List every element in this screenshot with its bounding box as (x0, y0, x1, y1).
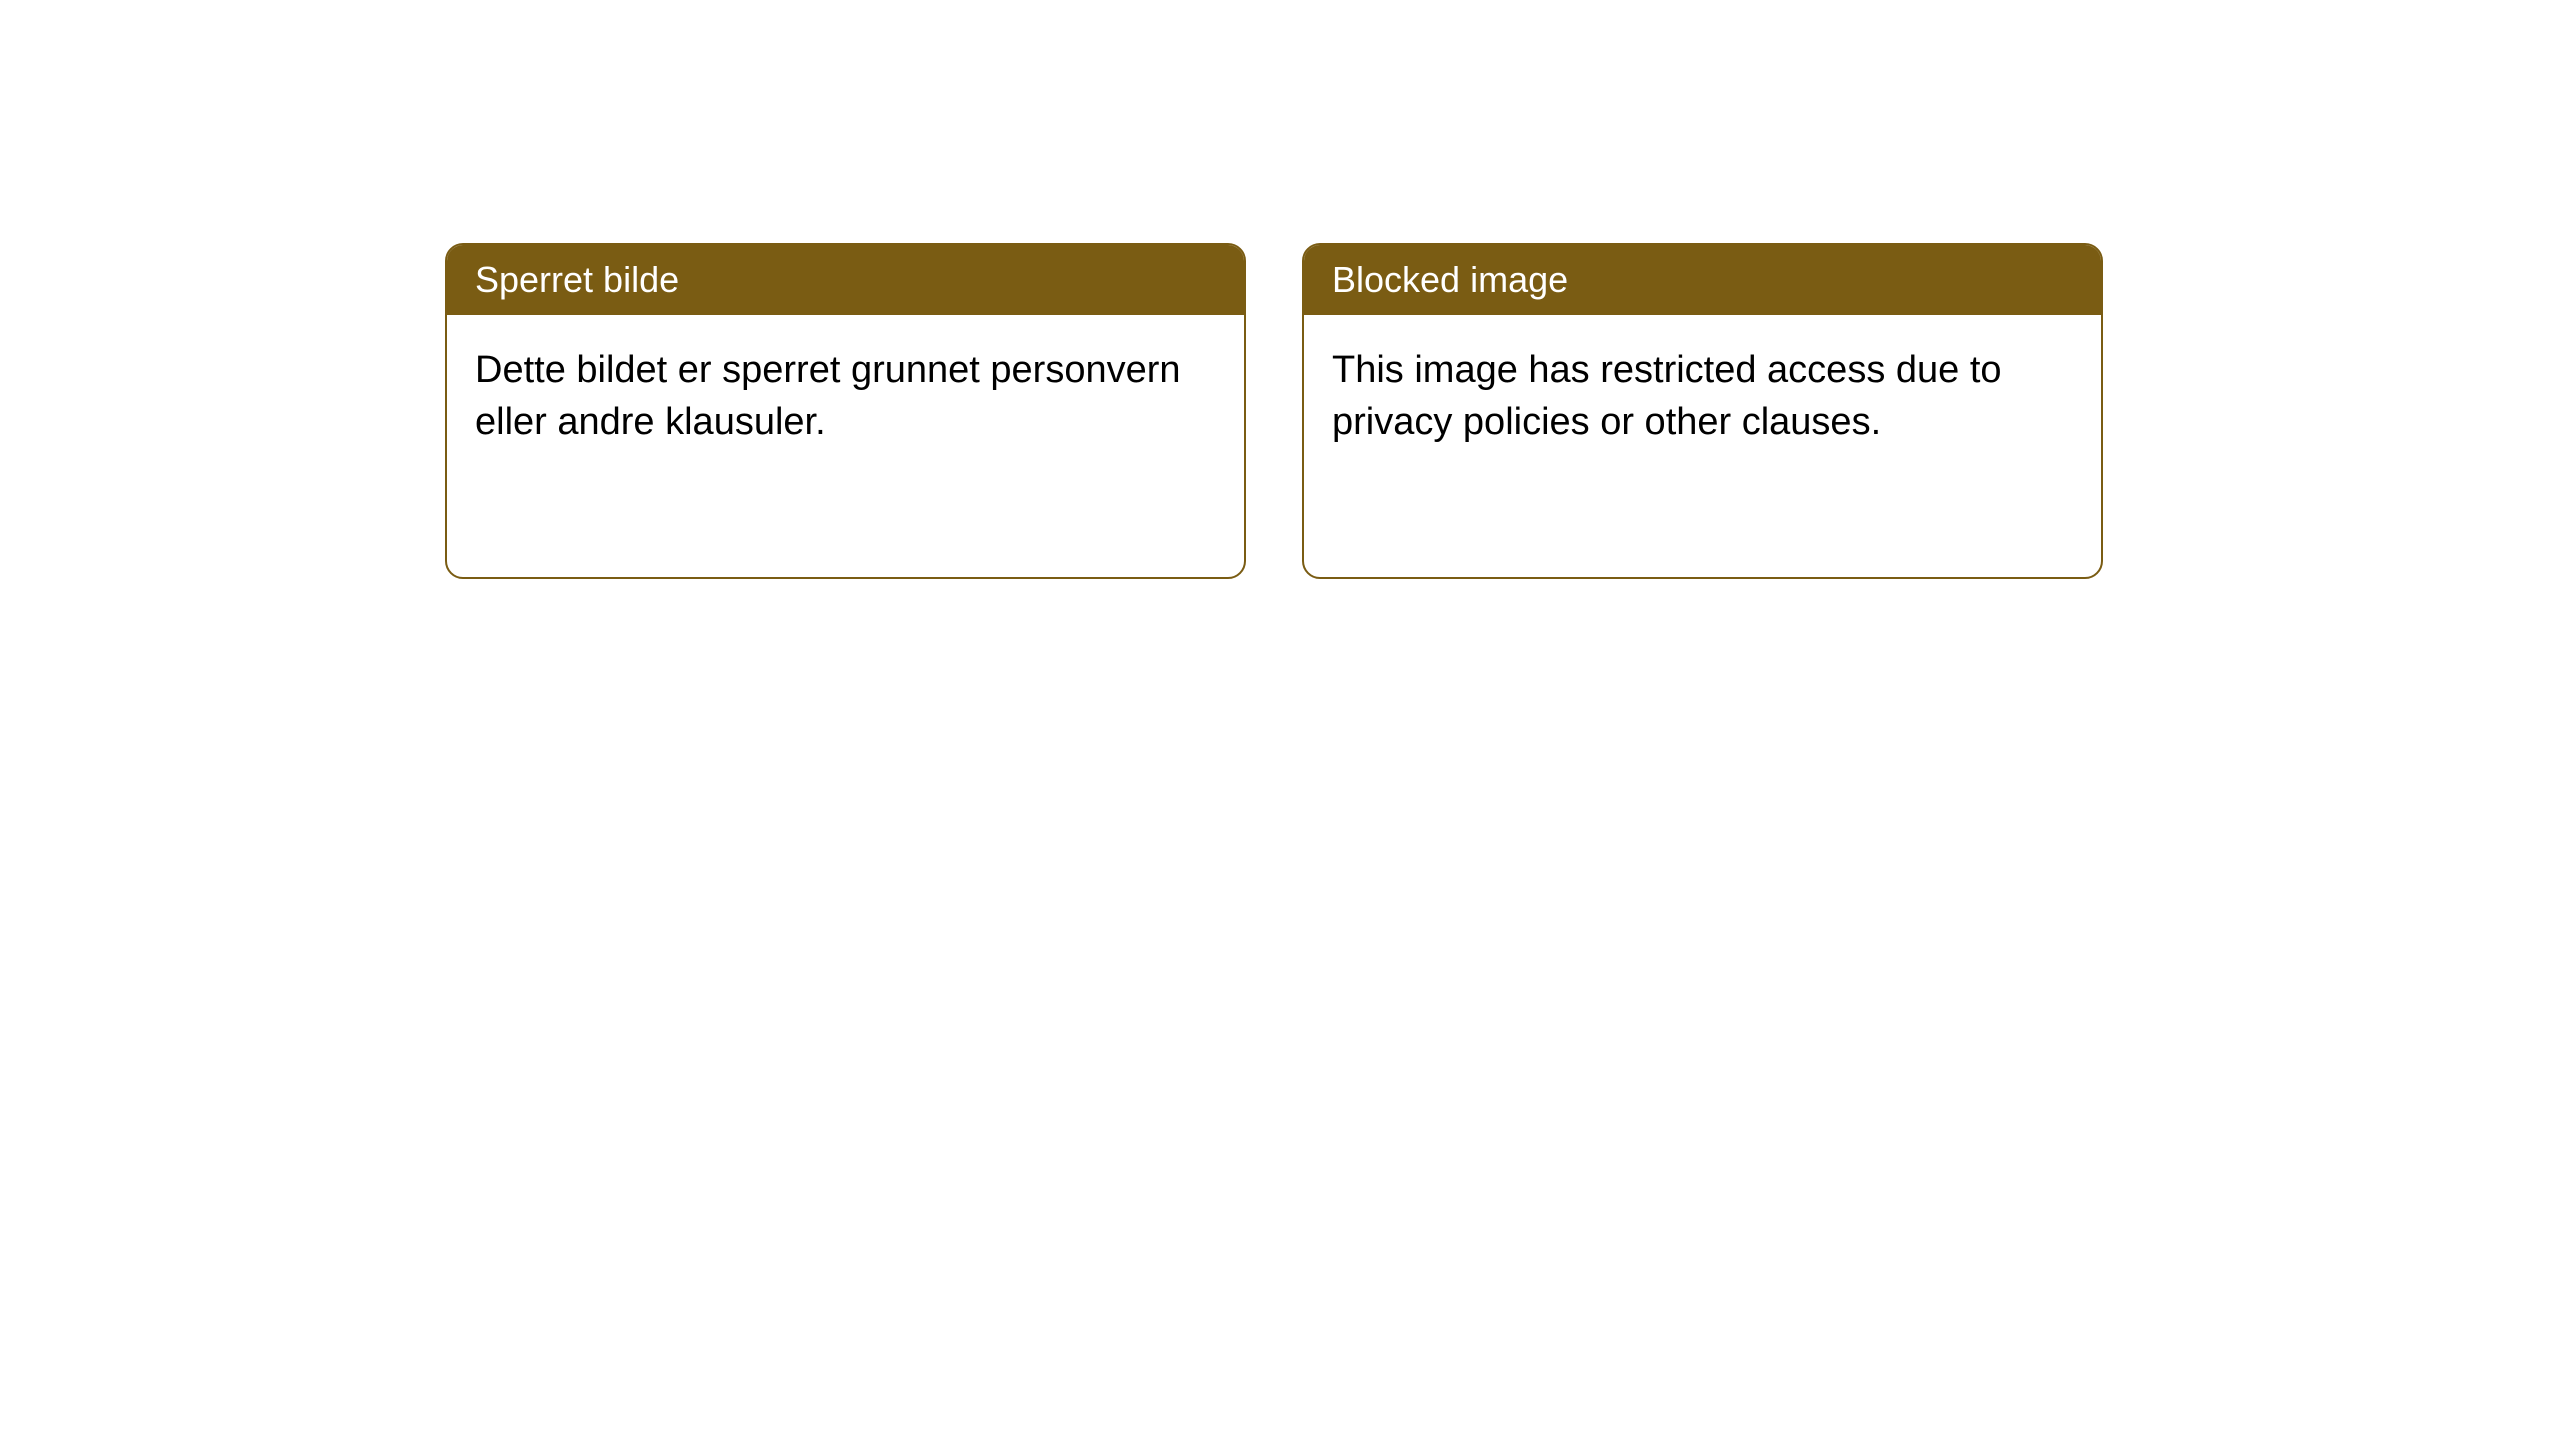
notice-card-norwegian: Sperret bilde Dette bildet er sperret gr… (445, 243, 1246, 579)
notice-cards-row: Sperret bilde Dette bildet er sperret gr… (445, 243, 2103, 579)
notice-card-body: This image has restricted access due to … (1304, 315, 2101, 478)
notice-card-title: Blocked image (1304, 245, 2101, 315)
notice-card-english: Blocked image This image has restricted … (1302, 243, 2103, 579)
notice-card-title: Sperret bilde (447, 245, 1244, 315)
notice-card-body: Dette bildet er sperret grunnet personve… (447, 315, 1244, 478)
